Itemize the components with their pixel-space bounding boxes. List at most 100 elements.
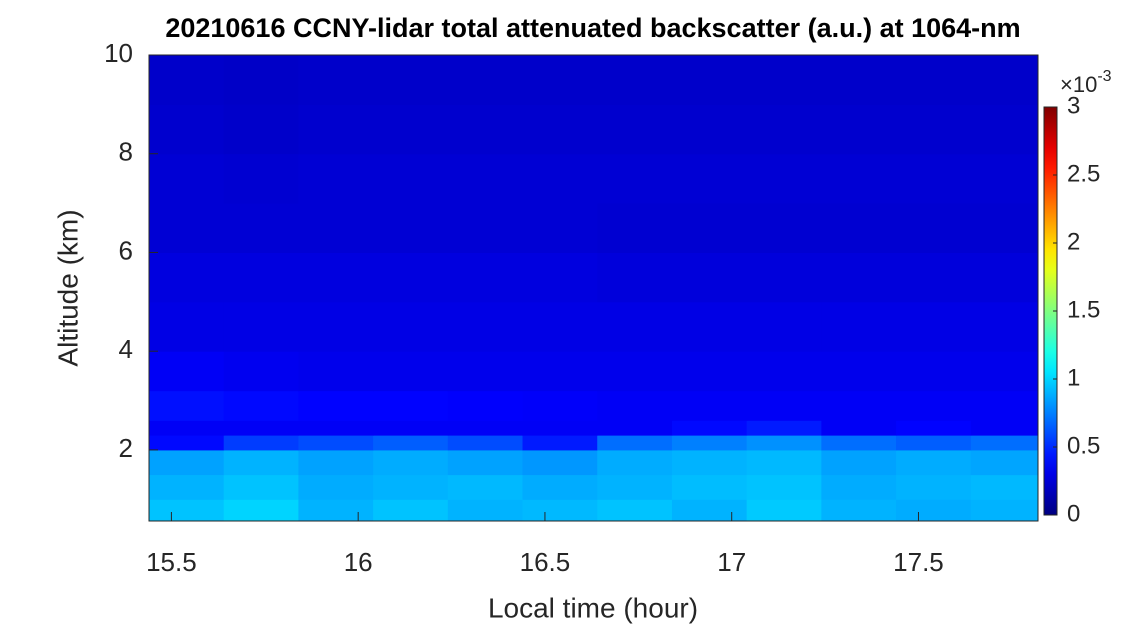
heatmap-cell — [223, 474, 299, 500]
heatmap-cell — [223, 420, 299, 436]
heatmap-cell — [447, 390, 524, 421]
heatmap-cell — [597, 499, 673, 522]
heatmap-cell — [746, 351, 822, 392]
colorbar: 0 0.5 1 1.5 2 2.5 3 — [1043, 92, 1100, 527]
heatmap-cell — [746, 55, 822, 105]
colorbar-tick-label: 1 — [1067, 364, 1080, 391]
heatmap-cell — [522, 55, 598, 105]
heatmap-cell — [821, 351, 897, 392]
heatmap-cell — [671, 55, 748, 105]
heatmap-cell — [597, 203, 673, 253]
heatmap-cell — [149, 55, 225, 105]
heatmap-cell — [149, 104, 225, 155]
heatmap-cell — [373, 420, 449, 436]
heatmap-cell — [671, 104, 748, 155]
heatmap-cell — [597, 301, 673, 352]
heatmap-cell — [896, 301, 972, 352]
heatmap-cell — [821, 390, 897, 421]
heatmap-cell — [223, 55, 299, 105]
heatmap-cell — [597, 153, 673, 204]
heatmap-cell — [821, 435, 897, 451]
heatmap-cell — [746, 449, 822, 476]
heatmap-cell — [896, 449, 972, 476]
colorbar-tick-label: 1.5 — [1067, 296, 1100, 323]
heatmap-cell — [447, 252, 524, 303]
heatmap-cell — [522, 252, 598, 303]
heatmap-cell — [746, 474, 822, 500]
heatmap-cell — [821, 474, 897, 500]
y-axis-label: Altitude (km) — [52, 209, 83, 366]
heatmap-cell — [522, 203, 598, 253]
heatmap-cell — [746, 104, 822, 155]
x-tick-label: 16.5 — [520, 547, 571, 577]
heatmap — [149, 55, 1039, 522]
heatmap-cell — [373, 351, 449, 392]
heatmap-cell — [970, 474, 1039, 500]
heatmap-cell — [970, 301, 1039, 352]
y-tick-label: 10 — [104, 38, 133, 68]
x-tick-label: 17.5 — [893, 547, 944, 577]
heatmap-cell — [298, 474, 374, 500]
heatmap-cell — [149, 420, 225, 436]
heatmap-cell — [298, 420, 374, 436]
axes-box — [148, 54, 1039, 522]
heatmap-cell — [970, 55, 1039, 105]
heatmap-cell — [298, 499, 374, 522]
heatmap-cell — [597, 351, 673, 392]
heatmap-cell — [970, 390, 1039, 421]
heatmap-cell — [821, 301, 897, 352]
heatmap-cell — [821, 203, 897, 253]
heatmap-cell — [298, 55, 374, 105]
colorbar-tick-label: 0 — [1067, 500, 1080, 527]
heatmap-cell — [223, 104, 299, 155]
colorbar-tick-label: 2.5 — [1067, 160, 1100, 187]
heatmap-cell — [522, 153, 598, 204]
heatmap-cell — [671, 203, 748, 253]
heatmap-cell — [447, 104, 524, 155]
heatmap-cell — [149, 301, 225, 352]
heatmap-cell — [597, 420, 673, 436]
heatmap-cell — [149, 252, 225, 303]
heatmap-cell — [896, 104, 972, 155]
heatmap-cell — [298, 104, 374, 155]
colorbar-tick-label: 3 — [1067, 92, 1080, 119]
heatmap-cell — [746, 252, 822, 303]
heatmap-cell — [970, 449, 1039, 476]
heatmap-cell — [746, 420, 822, 436]
heatmap-cell — [970, 252, 1039, 303]
heatmap-cell — [223, 252, 299, 303]
heatmap-cell — [597, 55, 673, 105]
heatmap-cell — [746, 301, 822, 352]
heatmap-cell — [746, 390, 822, 421]
y-tick-label: 2 — [119, 433, 133, 463]
heatmap-cell — [896, 474, 972, 500]
heatmap-cell — [896, 499, 972, 522]
heatmap-cell — [298, 301, 374, 352]
heatmap-cell — [447, 55, 524, 105]
heatmap-cell — [597, 449, 673, 476]
heatmap-cell — [373, 153, 449, 204]
heatmap-cell — [223, 301, 299, 352]
heatmap-cell — [522, 474, 598, 500]
colorbar-tick-label: 2 — [1067, 228, 1080, 255]
heatmap-cell — [447, 153, 524, 204]
heatmap-cell — [373, 301, 449, 352]
heatmap-cell — [522, 390, 598, 421]
heatmap-cell — [298, 435, 374, 451]
x-axis-label: Local time (hour) — [488, 592, 698, 623]
heatmap-cell — [896, 435, 972, 451]
heatmap-cell — [298, 449, 374, 476]
heatmap-cell — [223, 351, 299, 392]
heatmap-cell — [597, 252, 673, 303]
colorbar-tick-label: 0.5 — [1067, 432, 1100, 459]
heatmap-cell — [671, 474, 748, 500]
heatmap-cell — [671, 351, 748, 392]
heatmap-cell — [447, 420, 524, 436]
heatmap-cell — [746, 153, 822, 204]
heatmap-cell — [149, 390, 225, 421]
heatmap-cell — [597, 474, 673, 500]
heatmap-cell — [821, 104, 897, 155]
heatmap-cell — [373, 474, 449, 500]
heatmap-cell — [671, 449, 748, 476]
heatmap-cell — [373, 252, 449, 303]
